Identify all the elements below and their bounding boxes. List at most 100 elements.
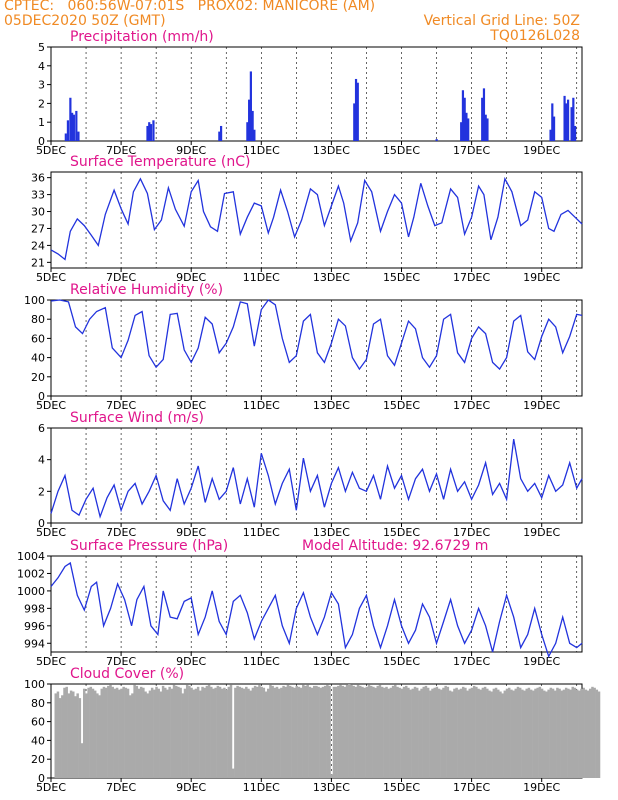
- cloud-bar: [488, 690, 491, 778]
- cloud-bar: [510, 689, 513, 778]
- cloud-bar: [540, 688, 544, 778]
- cloud-bar: [433, 687, 436, 778]
- precip-bar: [64, 133, 67, 141]
- cloud-bar: [131, 693, 134, 778]
- cloud-bar: [157, 688, 160, 778]
- cloud-bar: [212, 688, 215, 778]
- cloud-bar: [133, 684, 136, 778]
- cloud-bar: [56, 691, 60, 778]
- cloud-bar: [266, 688, 270, 778]
- cloud-bar: [435, 686, 439, 778]
- y-tick-label: 994: [24, 637, 45, 650]
- cloud-bar: [166, 689, 169, 778]
- y-tick-label: 1004: [17, 550, 45, 563]
- cloud-bar: [543, 690, 546, 778]
- x-tick-label: 17DEC: [453, 781, 490, 794]
- precip-bar: [467, 118, 470, 141]
- cloud-bar: [218, 686, 222, 778]
- cloud-bar: [210, 686, 213, 778]
- cloud-bar: [365, 686, 369, 778]
- y-tick-label: 2: [38, 485, 45, 498]
- y-tick-label: 30: [31, 206, 45, 219]
- plot-frame: [50, 171, 583, 269]
- cloud-bar: [262, 687, 266, 778]
- y-tick-label: 20: [31, 753, 45, 766]
- y-tick-label: 100: [24, 678, 45, 691]
- cloud-bar: [98, 695, 101, 778]
- cloud-bar: [497, 689, 500, 778]
- cloud-bar: [306, 684, 309, 778]
- x-tick-label: 11DEC: [243, 399, 280, 412]
- y-tick-label: 4: [38, 60, 45, 73]
- cloud-bar: [225, 689, 228, 778]
- cloud-bar: [299, 687, 303, 778]
- x-tick-label: 5DEC: [36, 655, 66, 668]
- cloud-bar: [240, 687, 244, 778]
- x-tick-label: 5DEC: [36, 144, 66, 157]
- cloud-bar: [321, 686, 325, 778]
- cloud-bar: [312, 685, 316, 778]
- x-tick-label: 13DEC: [313, 655, 350, 668]
- y-tick-label: 60: [31, 332, 45, 345]
- cloud-bar: [589, 688, 592, 778]
- panel-title: Surface Wind (m/s): [70, 410, 204, 426]
- y-tick-label: 1000: [17, 585, 45, 598]
- header-grid-note: Vertical Grid Line: 50Z: [423, 13, 580, 29]
- x-tick-label: 5DEC: [36, 526, 66, 539]
- series-line: [50, 176, 583, 261]
- y-tick-label: 0: [38, 135, 45, 148]
- cloud-bar: [192, 689, 196, 778]
- cloud-bar: [464, 687, 467, 778]
- plot-frame: [50, 46, 583, 142]
- cloud-bar: [556, 687, 559, 778]
- cloud-bar: [155, 686, 158, 778]
- y-tick-label: 3: [38, 79, 45, 92]
- x-tick-label: 7DEC: [106, 271, 136, 284]
- cloud-bar: [102, 686, 106, 778]
- cloud-bar: [341, 685, 344, 778]
- cloud-bar: [501, 693, 504, 778]
- cloud-bar: [148, 690, 152, 778]
- cloud-bar: [582, 687, 585, 778]
- cloud-bar: [190, 687, 193, 778]
- series-line: [50, 561, 583, 659]
- cloud-bar: [569, 689, 572, 778]
- x-tick-label: 5DEC: [36, 399, 66, 412]
- cloud-bar: [343, 686, 347, 778]
- cloud-bar: [348, 684, 351, 778]
- precip-bar: [465, 112, 468, 141]
- cloud-bar: [122, 686, 125, 778]
- cloud-bar: [564, 687, 568, 778]
- cloud-bar: [297, 686, 301, 778]
- cloud-bar: [172, 684, 176, 778]
- cloud-bar: [308, 686, 312, 778]
- precip-bar: [573, 125, 577, 141]
- panel-title: Surface Temperature (nC): [70, 154, 251, 170]
- cloud-bar: [87, 687, 90, 778]
- y-tick-label: 1: [38, 116, 45, 129]
- cloud-bar: [440, 689, 443, 778]
- cloud-bar: [444, 685, 447, 778]
- cloud-bar: [367, 684, 371, 778]
- cloud-bar: [69, 690, 73, 778]
- x-tick-label: 19DEC: [523, 144, 560, 157]
- precip-bar: [71, 112, 74, 141]
- precip-bar: [146, 125, 149, 141]
- precip-bar: [482, 88, 486, 141]
- cloud-bar: [113, 688, 117, 778]
- cloud-bar: [536, 687, 539, 778]
- cloud-bar: [518, 687, 522, 778]
- x-tick-label: 17DEC: [453, 526, 490, 539]
- cloud-bar: [291, 686, 294, 778]
- cloud-bar: [288, 685, 292, 778]
- cloud-bar: [575, 689, 579, 778]
- cloud-bar: [286, 684, 290, 778]
- cloud-bar: [461, 686, 465, 778]
- x-tick-label: 13DEC: [313, 399, 350, 412]
- x-tick-label: 11DEC: [243, 781, 280, 794]
- cloud-bar: [137, 688, 141, 778]
- header-run-date: 05DEC2020 50Z (GMT): [4, 13, 166, 29]
- cloud-bar: [104, 687, 108, 778]
- cloud-bar: [177, 686, 180, 778]
